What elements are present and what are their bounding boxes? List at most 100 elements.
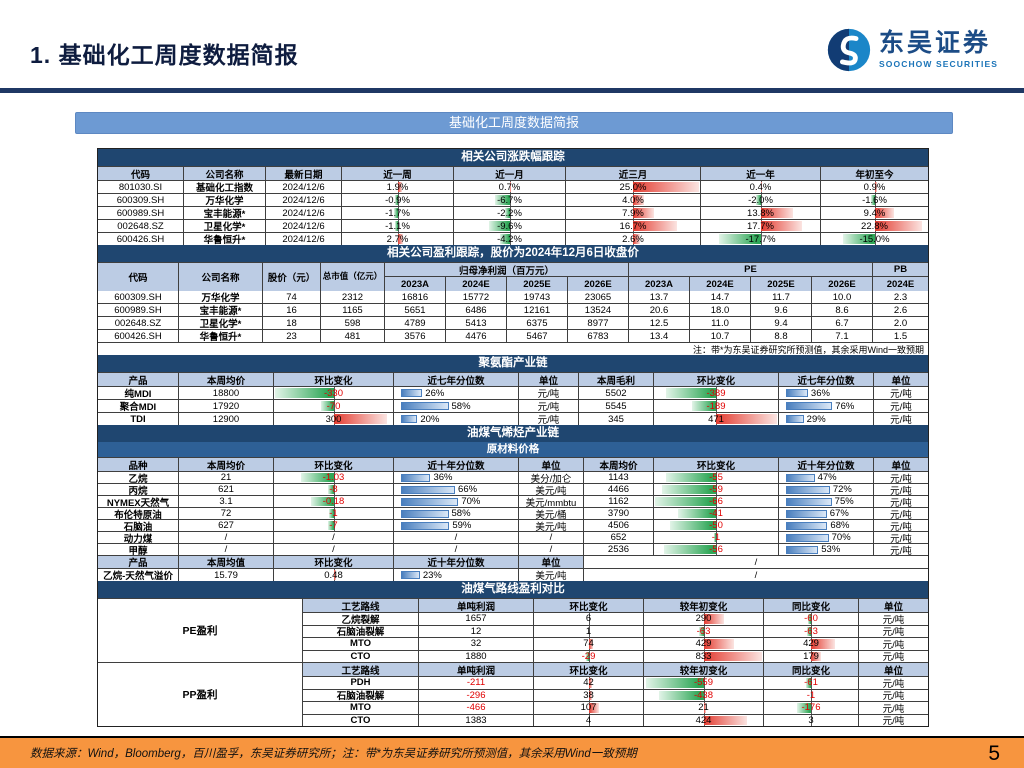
bar-up: [760, 208, 793, 218]
delta-value: -29: [581, 650, 596, 662]
table-row: 石脑油裂解 -296 38 -438 -1 元/吨: [303, 688, 928, 701]
avg-price: /: [178, 532, 273, 543]
percentile-value: 70%: [461, 496, 481, 507]
bar-down: [586, 651, 589, 661]
table-row: 产品 本周均值 环比变化 近十年分位数 单位 /: [98, 555, 928, 568]
delta-cell: 2.7%: [341, 233, 453, 245]
bar-up: [588, 703, 599, 713]
value-cell: 12161: [506, 304, 567, 316]
bar-down: [311, 497, 334, 506]
table-row: 纯MDI 18800 -330 26% 元/吨 5502 -389 36% 元/吨: [98, 386, 928, 399]
bar-down: [714, 533, 716, 542]
bar-up: [811, 639, 835, 649]
product-name: 纯MDI: [124, 389, 152, 399]
column-header: 公司名称: [183, 167, 265, 180]
value-cell: 6783: [567, 330, 628, 342]
percentile-bar: [401, 389, 423, 397]
table-row: 动力煤 / / //652 -1 70% 元/吨: [98, 531, 928, 543]
column-header: 环比变化: [653, 458, 778, 471]
product-name: 石脑油: [123, 521, 153, 532]
avg-price: 3790: [583, 508, 653, 519]
delta-value: 16.7%: [619, 220, 647, 232]
value-cell: 6.7: [811, 317, 872, 329]
delta-cell: 471: [653, 413, 778, 425]
zero-axis: [716, 484, 717, 495]
avg-price: /: [178, 544, 273, 555]
avg-price: 12900: [178, 413, 273, 425]
column-header: 较年初变化: [643, 599, 763, 612]
delta-value: -59: [709, 484, 723, 495]
percentile-cell: 26%: [393, 387, 518, 399]
avg-price: 17920: [178, 400, 273, 412]
delta-value: -1.1%: [385, 220, 410, 232]
value-cell: 19743: [506, 291, 567, 303]
value-cell: 9.4: [750, 317, 811, 329]
percentile-value: 53%: [821, 544, 841, 555]
delta-cell: -60: [763, 613, 858, 625]
percentile-value: 76%: [835, 400, 855, 412]
table-row: 工艺路线 单吨利润 环比变化 较年初变化 同比变化 单位: [303, 599, 928, 612]
zero-axis: [716, 520, 717, 531]
bar-up: [874, 182, 877, 192]
table-row: 600989.SH 宝丰能源* 2024/12/6 -1.7% -2.2% 7.9% 13.…: [98, 206, 928, 219]
delta-value: 300: [325, 413, 342, 425]
stock-code: 600426.SH: [114, 330, 162, 342]
percentile-cell: 67%: [778, 508, 873, 519]
bar-up: [760, 182, 762, 192]
unit: 美元/吨: [518, 484, 583, 495]
value-cell: 5467: [506, 330, 567, 342]
percentile-value: 26%: [425, 387, 445, 399]
bar-up: [703, 715, 748, 725]
delta-value: 4.0%: [622, 194, 644, 206]
zero-axis: [716, 544, 717, 555]
unit: 元/吨: [873, 508, 928, 519]
table-row: 600989.SH 宝丰能源* 16 1165 5651 6486 12161 13524 20…: [98, 303, 928, 316]
delta-cell: -389: [653, 387, 778, 399]
section-title: 聚氨酯产业链: [98, 355, 928, 372]
bar-up: [588, 614, 590, 624]
latest-date: 2024/12/6: [265, 181, 341, 193]
company-name: 卫星化学*: [183, 220, 265, 232]
delta-value: -66: [709, 496, 723, 507]
delta-cell: -1: [763, 689, 858, 701]
header-divider: [0, 88, 1024, 93]
delta-cell: -55: [653, 472, 778, 483]
avg-price: 652: [583, 532, 653, 543]
delta-value: -1.6%: [862, 194, 887, 206]
avg-price: 1162: [583, 496, 653, 507]
table-row: 600426.SH 华鲁恒升* 2024/12/6 2.7% -4.2% 2.6% -17.…: [98, 232, 928, 245]
avg-price: 18800: [178, 387, 273, 399]
bar-up: [588, 639, 594, 649]
delta-cell: -8: [273, 484, 393, 495]
column-header: 近十年分位数: [393, 556, 518, 568]
delta-value: 0.7%: [498, 181, 521, 193]
delta-value: 290: [695, 613, 712, 625]
footer: 数据来源：Wind，Bloomberg，百川盈孚，东吴证券研究所；注：带*为东吴…: [0, 736, 1024, 768]
table-row: 600426.SH 华鲁恒升* 23 481 3576 4476 5467 6783 13.4 1…: [98, 329, 928, 342]
profit-section: PE盈利 工艺路线 单吨利润 环比变化 较年初变化 同比变化 单位 乙烷裂解 1657 6 290-…: [98, 598, 928, 662]
unit: /: [518, 532, 583, 543]
latest-date: 2024/12/6: [265, 220, 341, 232]
unit: 元/吨: [858, 677, 928, 689]
column-header: 本周均价: [583, 458, 653, 471]
bar-down: [646, 678, 704, 688]
unit: 元/吨: [518, 387, 578, 399]
company-name: 卫星化学*: [178, 317, 262, 329]
value-cell: 12.5: [628, 317, 689, 329]
delta-value: 2.7%: [386, 233, 409, 245]
product-name: 乙烷-天然气溢价: [103, 571, 173, 581]
value-cell: 13524: [567, 304, 628, 316]
avg-price: 72: [178, 508, 273, 519]
delta-value: -2.2%: [497, 207, 522, 219]
value-cell: 7.1: [811, 330, 872, 342]
avg-price: 627: [178, 520, 273, 531]
bar-up: [716, 414, 777, 424]
percentile-bar: [401, 415, 418, 423]
stock-code: 002648.SZ: [117, 220, 164, 232]
column-header: 单吨利润: [418, 663, 533, 676]
bar-down: [691, 401, 716, 411]
delta-value: -2.0%: [748, 194, 773, 206]
avg-price: 4506: [583, 520, 653, 531]
merged-slash-cell: /: [583, 569, 928, 581]
value-cell: 1165: [320, 304, 384, 316]
